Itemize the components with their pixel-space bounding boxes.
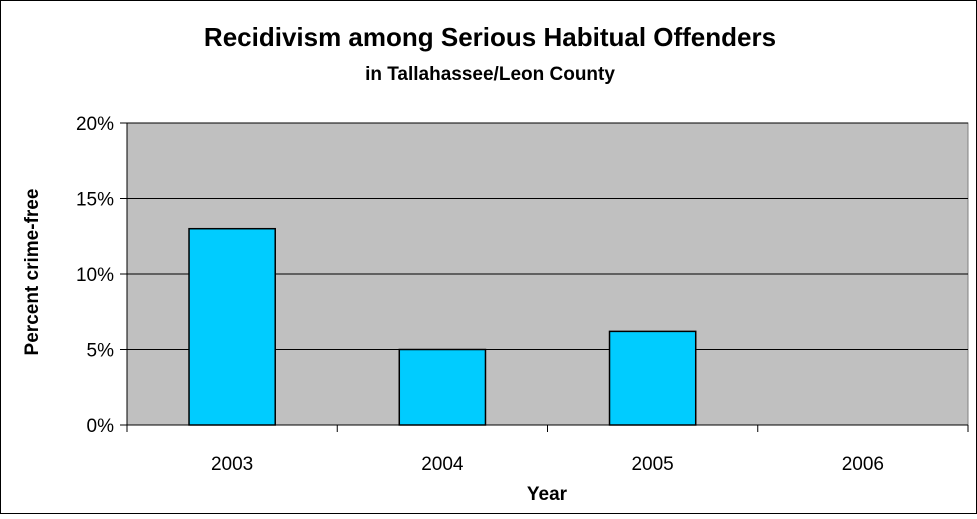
y-tick-label: 10% <box>76 265 114 286</box>
y-tick-label: 0% <box>87 416 115 437</box>
y-tick-label: 20% <box>76 114 114 135</box>
y-axis: 0% 5% 10% 15% 20% <box>76 114 128 437</box>
x-tick-label: 2006 <box>842 454 884 475</box>
bars <box>188 227 697 426</box>
y-tick-label: 5% <box>87 341 115 362</box>
y-tick-label: 15% <box>76 190 114 211</box>
x-axis-label: Year <box>527 484 568 505</box>
bar-2003 <box>188 227 276 426</box>
bar-2005 <box>608 330 697 426</box>
x-tick-label: 2005 <box>631 454 673 475</box>
chart-title: Recidivism among Serious Habitual Offend… <box>204 22 776 52</box>
x-tick-label: 2004 <box>421 454 464 475</box>
bar-2004 <box>398 348 487 426</box>
y-axis-label: Percent crime-free <box>22 189 43 356</box>
chart-subtitle: in Tallahassee/Leon County <box>365 64 615 85</box>
x-axis: 2003 2004 2005 2006 <box>126 424 969 475</box>
x-tick-label: 2003 <box>211 454 253 475</box>
